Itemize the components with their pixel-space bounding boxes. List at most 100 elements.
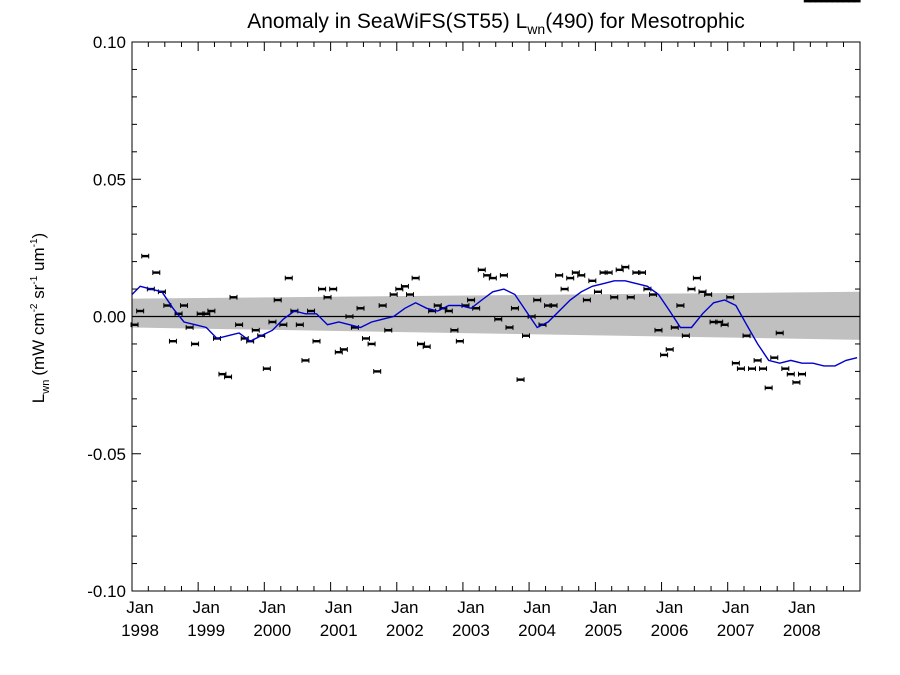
data-point bbox=[235, 322, 244, 328]
data-point bbox=[329, 286, 338, 292]
data-point-mark bbox=[163, 304, 171, 307]
x-tick-label-year: 2000 bbox=[253, 621, 291, 640]
data-point-mark bbox=[654, 329, 662, 332]
data-point-mark bbox=[643, 287, 651, 291]
data-point bbox=[747, 366, 756, 372]
data-point bbox=[582, 297, 591, 303]
x-tick-label-month: Jan bbox=[590, 598, 617, 617]
data-point-mark bbox=[312, 340, 320, 343]
data-point bbox=[356, 305, 365, 311]
data-point-mark bbox=[682, 334, 690, 337]
y-axis-label-exp2: -1 bbox=[29, 275, 40, 284]
data-point-mark bbox=[224, 375, 232, 379]
data-point bbox=[488, 275, 497, 281]
data-point-mark bbox=[803, 0, 811, 3]
data-point bbox=[444, 308, 453, 314]
data-point bbox=[384, 327, 393, 333]
data-point-mark bbox=[765, 386, 773, 390]
x-tick-label-month: Jan bbox=[391, 598, 418, 617]
data-point-mark bbox=[704, 293, 712, 296]
x-tick-label-year: 2001 bbox=[320, 621, 358, 640]
data-point-mark bbox=[726, 296, 734, 299]
data-point-mark bbox=[798, 372, 806, 376]
x-tick-label-year: 2005 bbox=[584, 621, 622, 640]
data-point bbox=[268, 319, 277, 325]
data-point bbox=[720, 322, 729, 328]
data-point-mark bbox=[649, 293, 657, 296]
data-point-mark bbox=[351, 326, 359, 329]
data-point bbox=[792, 379, 801, 385]
data-point bbox=[229, 294, 238, 300]
data-point-mark bbox=[131, 323, 139, 326]
data-point bbox=[621, 264, 630, 270]
data-point-mark bbox=[472, 307, 480, 310]
x-tick-label-year: 2003 bbox=[452, 621, 490, 640]
data-point bbox=[687, 286, 696, 292]
data-point bbox=[367, 341, 376, 347]
data-point-mark bbox=[825, 0, 833, 3]
data-point-mark bbox=[533, 298, 541, 302]
data-point bbox=[825, 0, 833, 3]
x-tick-label-month: Jan bbox=[325, 598, 352, 617]
data-point bbox=[759, 366, 768, 372]
data-point-mark bbox=[787, 372, 795, 376]
x-tick-label-month: Jan bbox=[656, 598, 683, 617]
data-point bbox=[422, 344, 431, 350]
data-point-mark bbox=[175, 312, 183, 315]
data-point-mark bbox=[572, 271, 580, 274]
x-tick-label-year: 1999 bbox=[187, 621, 225, 640]
data-point-mark bbox=[456, 340, 464, 343]
data-point bbox=[842, 0, 850, 3]
data-point bbox=[660, 352, 669, 358]
data-point bbox=[180, 303, 189, 308]
data-point bbox=[820, 0, 828, 3]
y-axis-label: Lwn(mW cm-2 sr-1 um-1) bbox=[29, 233, 52, 403]
data-point-mark bbox=[737, 367, 745, 370]
data-point-mark bbox=[544, 304, 552, 307]
data-point bbox=[610, 294, 619, 300]
y-axis-label-um: um bbox=[29, 247, 48, 275]
y-axis-label-sr: sr bbox=[29, 284, 48, 303]
data-point-mark bbox=[489, 276, 497, 280]
data-point bbox=[318, 286, 327, 292]
plot-area bbox=[130, 0, 861, 391]
data-point bbox=[637, 270, 646, 275]
x-tick-label-month: Jan bbox=[523, 598, 550, 617]
data-point bbox=[312, 338, 321, 344]
data-point bbox=[273, 297, 282, 303]
data-point bbox=[764, 385, 773, 391]
data-point-mark bbox=[417, 342, 425, 346]
x-tick-label-month: Jan bbox=[126, 598, 153, 617]
data-point-mark bbox=[423, 345, 431, 348]
data-point bbox=[516, 377, 525, 383]
data-point-mark bbox=[781, 367, 789, 370]
data-point bbox=[406, 292, 415, 297]
data-point-mark bbox=[506, 326, 514, 329]
data-point bbox=[400, 283, 409, 289]
x-tick-label-year: 1998 bbox=[121, 621, 159, 640]
data-point-mark bbox=[229, 296, 237, 299]
data-point bbox=[389, 292, 398, 297]
data-point bbox=[736, 366, 745, 372]
data-point-mark bbox=[511, 307, 519, 310]
data-point bbox=[560, 286, 569, 292]
data-point bbox=[665, 347, 674, 352]
data-point-mark bbox=[406, 293, 414, 296]
data-point-mark bbox=[610, 296, 618, 299]
data-point-mark bbox=[770, 356, 778, 359]
data-point-mark bbox=[671, 326, 679, 329]
data-point bbox=[262, 366, 271, 372]
data-point-mark bbox=[202, 312, 210, 315]
data-point-mark bbox=[743, 334, 751, 337]
data-point-mark bbox=[274, 298, 282, 302]
data-point bbox=[174, 311, 183, 317]
data-point bbox=[809, 0, 817, 3]
data-point-mark bbox=[207, 309, 215, 313]
data-point-mark bbox=[461, 304, 469, 307]
data-point bbox=[361, 336, 370, 341]
data-point-mark bbox=[152, 271, 160, 274]
data-point bbox=[301, 358, 310, 363]
data-point-mark bbox=[362, 337, 370, 340]
data-point-mark bbox=[136, 309, 144, 313]
data-point-mark bbox=[848, 0, 856, 3]
